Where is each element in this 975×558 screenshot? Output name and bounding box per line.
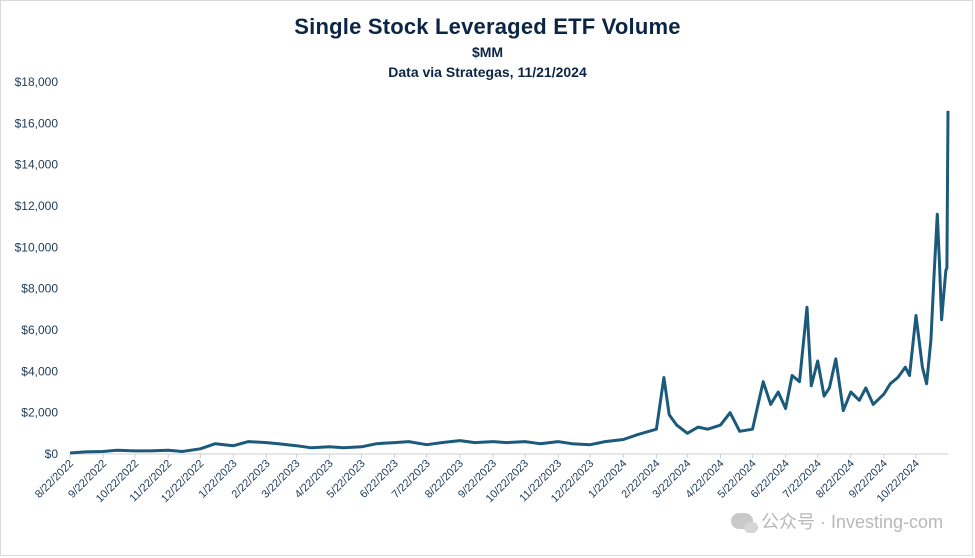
chart-titles: Single Stock Leveraged ETF Volume $MM Da… bbox=[0, 14, 975, 80]
y-tick-label: $6,000 bbox=[21, 323, 58, 337]
y-tick-label: $2,000 bbox=[21, 406, 58, 420]
plot-area bbox=[69, 110, 950, 455]
wechat-icon bbox=[730, 513, 758, 533]
chart-source-note: Data via Strategas, 11/21/2024 bbox=[388, 64, 587, 80]
y-axis: $0 $2,000 $4,000 $6,000 $8,000 $10,000 $12,000… bbox=[15, 75, 59, 461]
watermark-text: 公众号 · Investing-com bbox=[760, 512, 943, 532]
x-axis: 8/22/20229/22/202210/22/202211/22/202212… bbox=[33, 453, 948, 505]
watermark: 公众号 · Investing-com bbox=[730, 508, 943, 534]
chart-title: Single Stock Leveraged ETF Volume bbox=[294, 14, 681, 39]
series-line bbox=[69, 110, 950, 455]
y-tick-label: $10,000 bbox=[15, 240, 59, 254]
y-tick-label: $8,000 bbox=[21, 282, 58, 296]
y-tick-label: $0 bbox=[45, 447, 59, 461]
y-tick-label: $4,000 bbox=[21, 364, 58, 378]
y-tick-label: $16,000 bbox=[15, 116, 59, 130]
y-tick-label: $12,000 bbox=[15, 199, 59, 213]
chart-subtitle: $MM bbox=[471, 44, 504, 60]
y-tick-label: $14,000 bbox=[15, 158, 59, 172]
y-tick-label: $18,000 bbox=[15, 75, 59, 89]
